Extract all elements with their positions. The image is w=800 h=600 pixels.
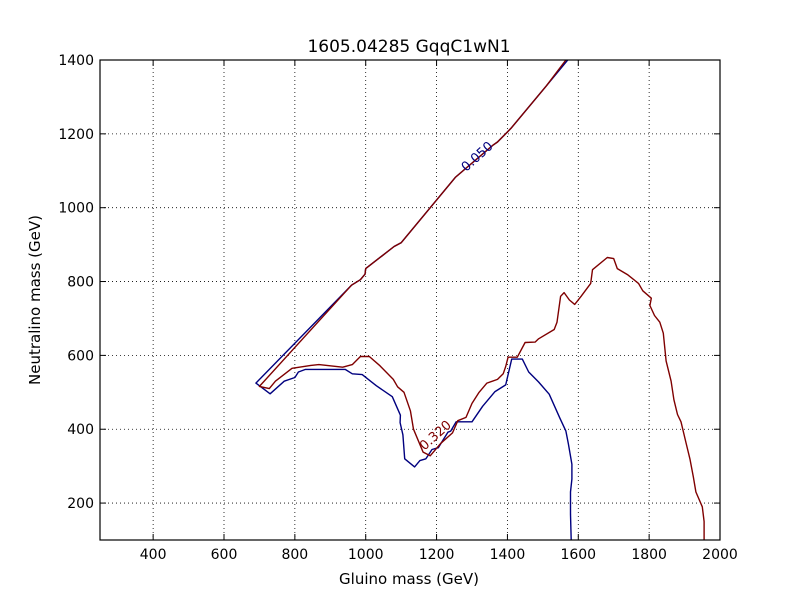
x-tick-label: 400 (140, 547, 167, 563)
x-tick-label: 1800 (631, 547, 667, 563)
y-tick-label: 200 (67, 496, 94, 512)
x-axis-ticks: 400 600 800 1000 1200 1400 1600 1800 2000 (140, 60, 738, 563)
x-tick-label: 600 (211, 547, 238, 563)
x-tick-label: 1000 (348, 547, 384, 563)
x-tick-label: 1400 (490, 547, 526, 563)
contour-lines (255, 59, 705, 541)
y-axis-label: Neutralino mass (GeV) (26, 215, 44, 385)
chart-title: 1605.04285 GqqC1wN1 (307, 37, 510, 57)
y-tick-label: 400 (67, 422, 94, 438)
y-tick-label: 600 (67, 348, 94, 364)
y-tick-label: 1400 (58, 53, 94, 69)
y-tick-label: 800 (67, 275, 94, 291)
y-tick-label: 1200 (58, 127, 94, 143)
x-axis-label: Gluino mass (GeV) (339, 570, 479, 588)
y-tick-label: 1000 (58, 201, 94, 217)
x-tick-label: 2000 (702, 547, 738, 563)
contour-line-0.320 (258, 59, 705, 540)
x-tick-label: 1600 (560, 547, 596, 563)
plot-frame (99, 59, 721, 541)
x-tick-label: 1200 (419, 547, 455, 563)
x-tick-label: 800 (281, 547, 308, 563)
y-axis-ticks: 200 400 600 800 1000 1200 1400 (58, 53, 720, 512)
